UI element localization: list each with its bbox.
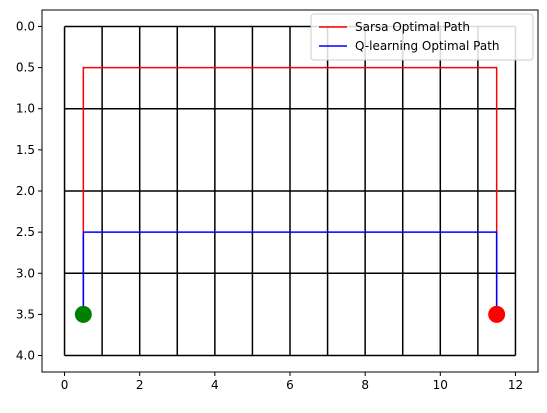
y-tick-label: 2.0 xyxy=(16,184,35,198)
legend-label-q-learning: Q-learning Optimal Path xyxy=(355,39,500,53)
marker-layer xyxy=(74,305,506,323)
legend-box xyxy=(310,13,534,61)
legend: Sarsa Optimal Path Q-learning Optimal Pat… xyxy=(310,13,534,61)
x-tick-label: 12 xyxy=(508,378,523,392)
x-tick-label: 0 xyxy=(61,378,69,392)
tick-layer: 0 2 4 6 8 10 12 0.0 0.5 1.0 1.5 2.0 2.5 3.0 3.5 4.0 xyxy=(16,19,523,392)
series-layer xyxy=(82,66,498,315)
goal-marker xyxy=(488,305,506,323)
x-tick-label: 4 xyxy=(211,378,219,392)
start-marker xyxy=(74,305,92,323)
y-tick-label: 3.5 xyxy=(16,307,35,321)
series-line-sarsa xyxy=(82,66,498,315)
y-tick-label: 0.5 xyxy=(16,61,35,75)
x-tick-label: 2 xyxy=(136,378,144,392)
y-tick-label: 4.0 xyxy=(16,349,35,363)
y-tick-label: 3.0 xyxy=(16,266,35,280)
y-tick-label: 0.0 xyxy=(16,19,35,33)
series-line-q-learning xyxy=(82,231,498,315)
x-tick-label: 10 xyxy=(433,378,448,392)
y-tick-label: 2.5 xyxy=(16,225,35,239)
y-tick-label: 1.0 xyxy=(16,102,35,116)
y-tick-label: 1.5 xyxy=(16,143,35,157)
x-tick-label: 6 xyxy=(286,378,294,392)
legend-label-sarsa: Sarsa Optimal Path xyxy=(355,20,470,34)
x-tick-label: 8 xyxy=(361,378,369,392)
